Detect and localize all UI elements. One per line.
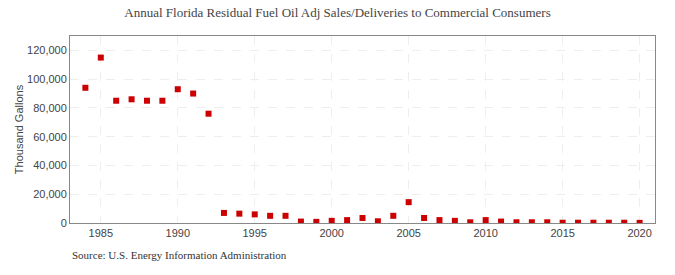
svg-text:100,000: 100,000 [27, 73, 67, 85]
svg-text:Thousand Gallons: Thousand Gallons [13, 84, 25, 174]
svg-text:1990: 1990 [166, 227, 190, 239]
svg-text:1995: 1995 [242, 227, 266, 239]
svg-text:120,000: 120,000 [27, 44, 67, 56]
svg-text:2005: 2005 [396, 227, 420, 239]
svg-text:80,000: 80,000 [33, 102, 67, 114]
svg-text:2020: 2020 [627, 227, 651, 239]
svg-text:40,000: 40,000 [33, 159, 67, 171]
svg-text:2010: 2010 [473, 227, 497, 239]
svg-text:60,000: 60,000 [33, 131, 67, 143]
svg-text:20,000: 20,000 [33, 188, 67, 200]
svg-text:Source: U.S. Energy Informatio: Source: U.S. Energy Information Administ… [72, 249, 287, 261]
svg-text:1985: 1985 [89, 227, 113, 239]
svg-text:2000: 2000 [319, 227, 343, 239]
svg-text:0: 0 [61, 217, 67, 229]
svg-text:2015: 2015 [550, 227, 574, 239]
svg-text:Annual Florida Residual Fuel O: Annual Florida Residual Fuel Oil Adj Sal… [124, 5, 550, 20]
